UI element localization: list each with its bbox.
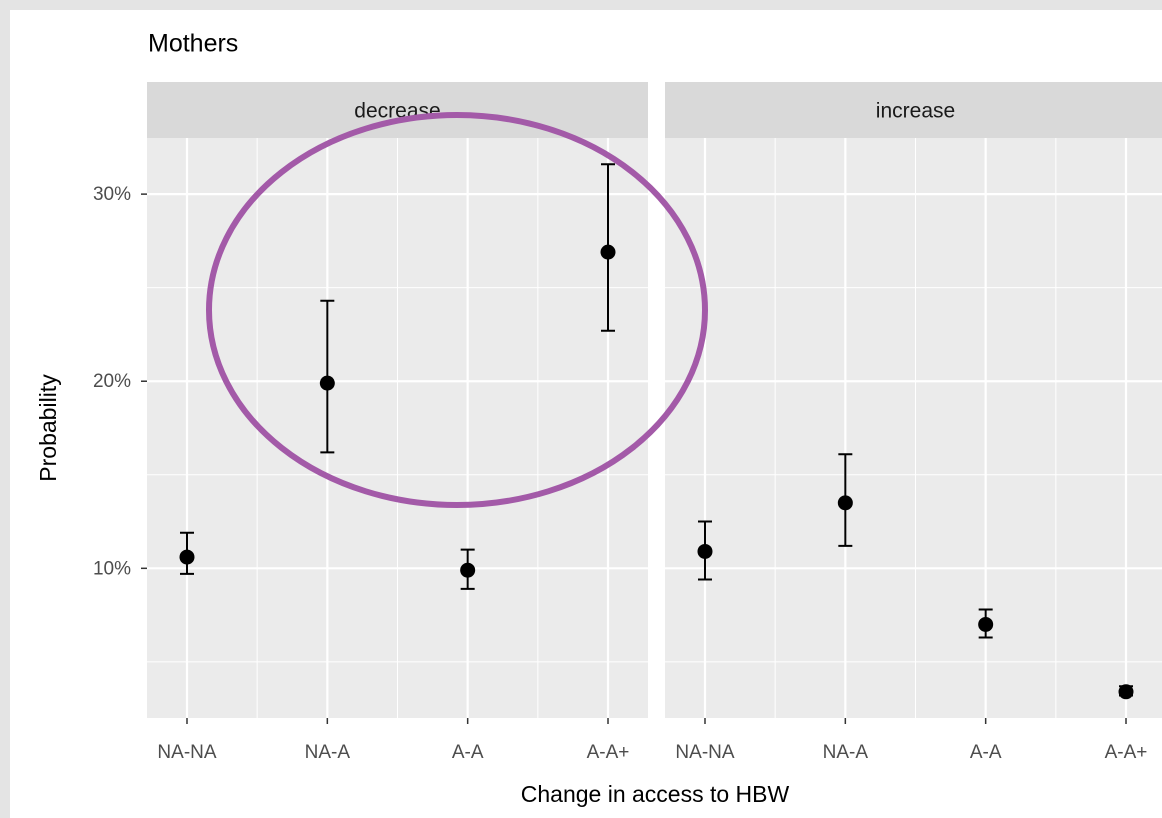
point xyxy=(460,562,476,578)
x-tick-label: NA-NA xyxy=(157,742,216,763)
highlight-ellipse xyxy=(206,112,708,508)
y-tick-label: 30% xyxy=(93,184,131,205)
strip-background xyxy=(147,82,648,138)
point xyxy=(319,375,335,391)
x-tick-label: A-A+ xyxy=(1105,742,1148,763)
x-tick-label: NA-A xyxy=(823,742,869,763)
point xyxy=(837,495,853,511)
strip-background xyxy=(665,82,1162,138)
panel-background xyxy=(665,138,1162,718)
x-tick-label: A-A xyxy=(970,742,1002,763)
point xyxy=(1118,684,1134,700)
y-axis-label: Probability xyxy=(35,374,61,482)
x-tick-label: NA-A xyxy=(305,742,351,763)
x-tick-label: A-A+ xyxy=(587,742,630,763)
x-tick-label: NA-NA xyxy=(675,742,734,763)
x-axis-label: Change in access to HBW xyxy=(521,781,790,807)
point xyxy=(697,543,713,559)
x-tick-label: A-A xyxy=(452,742,484,763)
chart-title: Mothers xyxy=(148,30,238,58)
strip-label: increase xyxy=(876,100,955,123)
point xyxy=(179,549,195,565)
point xyxy=(978,616,994,632)
point xyxy=(600,244,616,260)
y-tick-label: 10% xyxy=(93,558,131,579)
y-tick-label: 20% xyxy=(93,371,131,392)
